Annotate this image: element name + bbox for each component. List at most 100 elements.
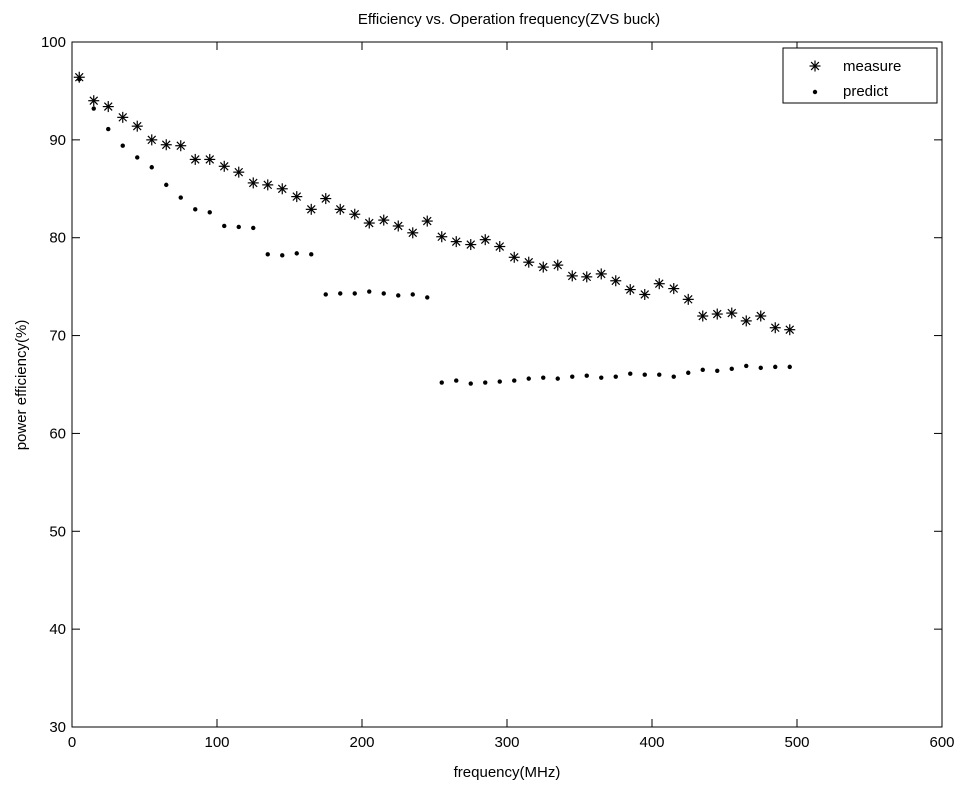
predict-point xyxy=(700,367,705,373)
predict-point xyxy=(265,252,270,257)
measure-point xyxy=(291,191,303,203)
measure-point xyxy=(682,293,694,305)
predict-point xyxy=(599,375,604,380)
measure-point xyxy=(726,307,738,319)
predict-point xyxy=(309,252,314,257)
predict-point xyxy=(686,370,691,375)
measure-point xyxy=(508,251,520,263)
measure-point xyxy=(421,215,433,227)
predict-point xyxy=(352,291,357,296)
series-measure xyxy=(73,71,796,336)
measure-point xyxy=(450,236,462,248)
predict-point xyxy=(120,143,125,148)
x-axis-label: frequency(MHz) xyxy=(454,764,561,781)
predict-point xyxy=(164,182,169,188)
predict-point xyxy=(657,372,662,377)
y-tick-label: 40 xyxy=(49,621,66,638)
measure-point xyxy=(233,166,245,178)
y-tick-label: 70 xyxy=(49,328,66,345)
predict-point xyxy=(77,76,82,82)
predict-point xyxy=(396,293,401,298)
measure-point xyxy=(697,310,709,322)
predict-point xyxy=(207,210,212,215)
measure-point xyxy=(566,270,578,282)
predict-point xyxy=(512,378,517,383)
measure-point xyxy=(102,101,114,113)
measure-point xyxy=(349,208,361,220)
y-tick-label: 100 xyxy=(41,34,66,51)
y-axis: 30 40 50 60 70 80 90 100 xyxy=(41,34,942,736)
measure-point xyxy=(247,177,259,189)
series-predict xyxy=(77,76,792,386)
predict-point xyxy=(642,372,647,377)
x-tick-label: 600 xyxy=(929,734,954,751)
x-tick-label: 100 xyxy=(204,734,229,751)
predict-point xyxy=(584,373,589,378)
measure-point xyxy=(639,288,651,300)
predict-point xyxy=(410,292,415,297)
x-tick-label: 200 xyxy=(349,734,374,751)
plot-area xyxy=(71,41,943,728)
predict-point xyxy=(91,106,96,111)
y-tick-label: 80 xyxy=(49,230,66,247)
predict-point xyxy=(425,295,430,300)
predict-point xyxy=(671,374,676,379)
y-axis-label: power efficiency(%) xyxy=(13,320,30,451)
measure-point xyxy=(711,308,723,320)
y-tick-label: 60 xyxy=(49,425,66,442)
y-tick-label: 90 xyxy=(49,132,66,149)
measure-point xyxy=(740,315,752,327)
chart-title: Efficiency vs. Operation frequency(ZVS b… xyxy=(358,11,660,28)
legend-measure-asterisk xyxy=(809,60,821,72)
legend-predict-marker xyxy=(812,89,818,95)
measure-point xyxy=(552,259,564,271)
measure-point xyxy=(494,241,506,253)
predict-point xyxy=(715,368,720,373)
measure-point xyxy=(581,271,593,283)
predict-point xyxy=(439,380,444,385)
measure-point xyxy=(668,283,680,295)
y-tick-label: 50 xyxy=(49,523,66,540)
measure-point xyxy=(204,153,216,165)
y-tick-label: 30 xyxy=(49,719,66,736)
measure-point xyxy=(117,111,129,123)
predict-point xyxy=(193,207,198,212)
measure-point xyxy=(160,139,172,151)
predict-point xyxy=(787,364,792,370)
predict-point xyxy=(280,253,285,258)
measure-point xyxy=(88,95,100,107)
measure-point xyxy=(755,310,767,322)
x-tick-label: 0 xyxy=(68,734,76,751)
measure-point xyxy=(407,227,419,239)
predict-point xyxy=(454,378,459,383)
x-tick-label: 500 xyxy=(784,734,809,751)
measure-point xyxy=(363,217,375,229)
measure-point xyxy=(523,256,535,268)
predict-point xyxy=(541,375,546,380)
measure-point xyxy=(334,203,346,215)
measure-point xyxy=(436,231,448,243)
predict-point xyxy=(222,223,227,229)
predict-point xyxy=(526,376,531,381)
measure-point xyxy=(784,324,796,336)
predict-point xyxy=(773,364,778,370)
measure-point xyxy=(653,278,665,290)
x-tick-label: 400 xyxy=(639,734,664,751)
measure-point xyxy=(465,239,477,251)
measure-point xyxy=(131,120,143,132)
measure-point xyxy=(378,214,390,226)
measure-point xyxy=(175,140,187,152)
measure-point xyxy=(218,160,230,172)
measure-point xyxy=(769,322,781,334)
predict-point xyxy=(570,374,575,379)
predict-point xyxy=(135,155,140,160)
measure-point xyxy=(146,134,158,146)
predict-point xyxy=(758,365,763,371)
predict-point xyxy=(497,379,502,384)
measure-point xyxy=(189,153,201,165)
x-tick-label: 300 xyxy=(494,734,519,751)
predict-point xyxy=(178,195,183,200)
measure-point xyxy=(392,220,404,232)
measure-point xyxy=(320,193,332,205)
